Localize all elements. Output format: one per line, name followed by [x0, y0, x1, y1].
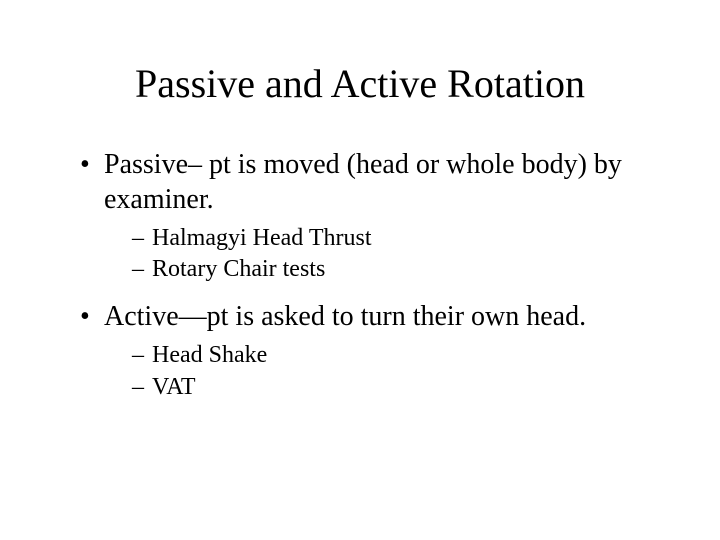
- sub-bullet-text: VAT: [152, 374, 196, 400]
- list-item: Passive– pt is moved (head or whole body…: [80, 147, 660, 285]
- sub-list: Head Shake VAT: [104, 340, 660, 402]
- slide-title: Passive and Active Rotation: [60, 60, 660, 107]
- sub-bullet-text: Head Shake: [152, 342, 267, 368]
- bullet-text: Active—pt is asked to turn their own hea…: [104, 301, 586, 332]
- list-item: Halmagyi Head Thrust: [132, 223, 660, 254]
- sub-list: Halmagyi Head Thrust Rotary Chair tests: [104, 223, 660, 285]
- list-item: Rotary Chair tests: [132, 254, 660, 285]
- bullet-list: Passive– pt is moved (head or whole body…: [60, 147, 660, 403]
- sub-bullet-text: Rotary Chair tests: [152, 256, 325, 282]
- list-item: Active—pt is asked to turn their own hea…: [80, 299, 660, 402]
- bullet-text: Passive– pt is moved (head or whole body…: [104, 149, 622, 215]
- list-item: VAT: [132, 372, 660, 403]
- sub-bullet-text: Halmagyi Head Thrust: [152, 225, 372, 251]
- list-item: Head Shake: [132, 340, 660, 371]
- slide: Passive and Active Rotation Passive– pt …: [0, 0, 720, 540]
